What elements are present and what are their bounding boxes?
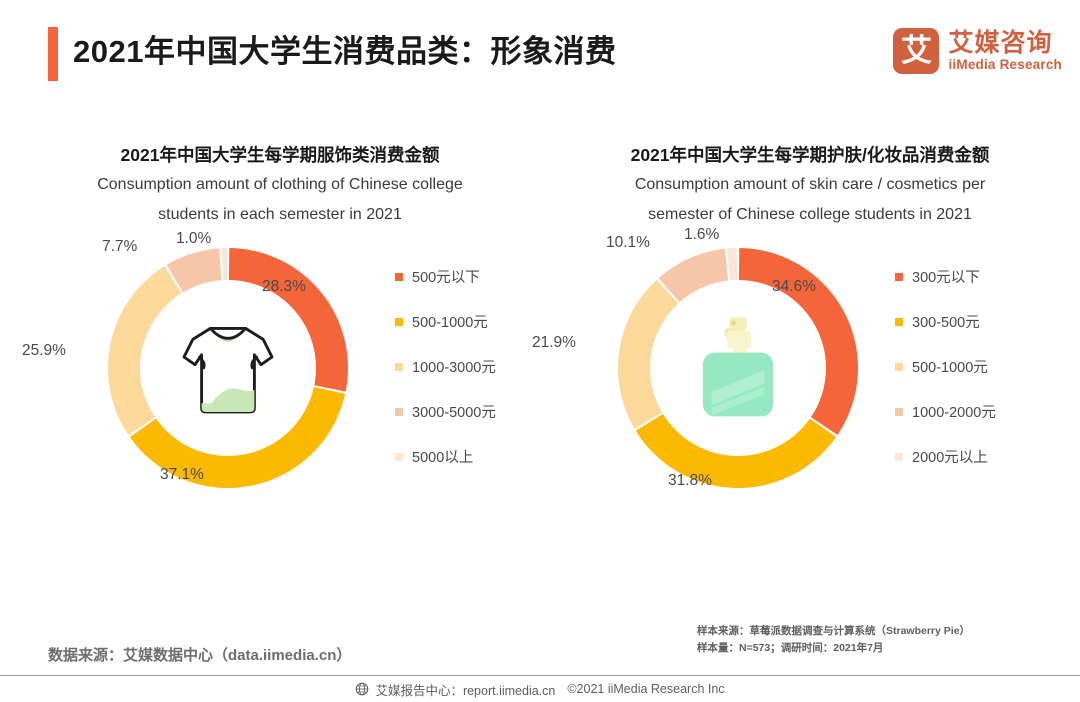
chart-legend-clothing: 500元以下 500-1000元 1000-3000元 3000-5000元 5… bbox=[395, 254, 496, 479]
legend-label: 500-1000元 bbox=[912, 360, 988, 376]
legend-swatch-icon bbox=[395, 317, 403, 326]
footer-report-center[interactable]: 艾媒报告中心：report.iimedia.cn bbox=[375, 683, 556, 698]
chart-panel-cosmetics: 2021年中国大学生每学期护肤/化妆品消费金额 Consumption amou… bbox=[532, 140, 1080, 570]
page-header: 2021年中国大学生消费品类：形象消费 艾 艾媒咨询 iiMedia Resea… bbox=[0, 0, 1080, 108]
perfume-bottle-icon bbox=[672, 302, 804, 434]
footer-divider bbox=[0, 675, 1080, 676]
legend-swatch-icon bbox=[395, 407, 403, 416]
legend-item[interactable]: 500元以下 bbox=[395, 254, 496, 299]
chart-title-en-line2: semester of Chinese college students in … bbox=[648, 206, 972, 223]
donut-slice[interactable] bbox=[228, 248, 348, 392]
donut-chart-cosmetics bbox=[612, 242, 864, 494]
slice-label-3: 10.1% bbox=[606, 234, 650, 251]
legend-item[interactable]: 1000-2000元 bbox=[895, 389, 996, 434]
chart-title-en-line2: students in each semester in 2021 bbox=[158, 206, 402, 223]
legend-item[interactable]: 500-1000元 bbox=[395, 299, 496, 344]
donut-slice[interactable] bbox=[618, 279, 679, 429]
footer-bar: 艾媒报告中心：report.iimedia.cn ©2021 iiMedia R… bbox=[0, 676, 1080, 702]
footer-data-source: 数据来源：艾媒数据中心（data.iimedia.cn） bbox=[48, 647, 352, 664]
page-title: 2021年中国大学生消费品类：形象消费 bbox=[73, 34, 617, 69]
slice-label-2: 25.9% bbox=[22, 342, 66, 359]
logo-text: 艾媒咨询 iiMedia Research bbox=[948, 28, 1062, 73]
chart-title-en-line1: Consumption amount of clothing of Chines… bbox=[97, 176, 463, 193]
legend-label: 3000-5000元 bbox=[412, 405, 496, 421]
slice-label-4: 1.6% bbox=[684, 226, 720, 243]
legend-item[interactable]: 3000-5000元 bbox=[395, 389, 496, 434]
donut-slice[interactable] bbox=[635, 414, 837, 488]
legend-label: 2000元以上 bbox=[912, 450, 988, 466]
brand-logo: 艾 艾媒咨询 iiMedia Research bbox=[893, 28, 1062, 74]
footer-copyright: ©2021 iiMedia Research Inc bbox=[567, 682, 725, 696]
donut-ring bbox=[612, 242, 864, 494]
tshirt-icon bbox=[162, 302, 294, 434]
legend-swatch-icon bbox=[895, 317, 903, 326]
legend-label: 1000-3000元 bbox=[412, 360, 496, 376]
chart-area-clothing: 28.3% 37.1% 25.9% 7.7% 1.0% 500元以下 500-1… bbox=[10, 230, 550, 534]
legend-label: 5000以上 bbox=[412, 450, 474, 466]
chart-title-cn: 2021年中国大学生每学期护肤/化妆品消费金额 bbox=[630, 145, 990, 165]
donut-slice[interactable] bbox=[129, 387, 346, 489]
donut-slice[interactable] bbox=[166, 248, 222, 293]
legend-label: 500-1000元 bbox=[412, 315, 488, 331]
chart-title-en-line1: Consumption amount of skin care / cosmet… bbox=[634, 176, 986, 193]
legend-item[interactable]: 1000-3000元 bbox=[395, 344, 496, 389]
donut-slice[interactable] bbox=[221, 248, 228, 281]
legend-label: 300元以下 bbox=[912, 270, 980, 286]
donut-slice[interactable] bbox=[658, 248, 729, 303]
legend-swatch-icon bbox=[395, 272, 403, 281]
legend-swatch-icon bbox=[395, 452, 403, 461]
legend-label: 300-500元 bbox=[912, 315, 980, 331]
footer-sample-source: 样本来源：草莓派数据调查与计算系统（Strawberry Pie） bbox=[697, 625, 971, 637]
donut-slice[interactable] bbox=[738, 248, 858, 436]
donut-slice[interactable] bbox=[727, 248, 738, 281]
legend-swatch-icon bbox=[895, 452, 903, 461]
slice-label-1: 31.8% bbox=[668, 472, 712, 489]
legend-swatch-icon bbox=[895, 407, 903, 416]
chart-panel-clothing: 2021年中国大学生每学期服饰类消费金额 Consumption amount … bbox=[10, 140, 550, 570]
chart-title-cn: 2021年中国大学生每学期服饰类消费金额 bbox=[120, 145, 440, 165]
slice-label-3: 7.7% bbox=[102, 238, 138, 255]
donut-chart-clothing bbox=[102, 242, 354, 494]
legend-swatch-icon bbox=[895, 362, 903, 371]
legend-item[interactable]: 2000元以上 bbox=[895, 434, 996, 479]
title-accent-bar bbox=[48, 27, 58, 81]
legend-label: 500元以下 bbox=[412, 270, 480, 286]
logo-mark-glyph: 艾 bbox=[900, 32, 932, 69]
donut-svg bbox=[618, 248, 858, 488]
donut-svg bbox=[107, 248, 348, 489]
slice-label-2: 21.9% bbox=[532, 334, 576, 351]
chart-area-cosmetics: 34.6% 31.8% 21.9% 10.1% 1.6% 300元以下 300-… bbox=[532, 226, 1080, 534]
legend-item[interactable]: 5000以上 bbox=[395, 434, 496, 479]
donut-ring bbox=[102, 242, 354, 494]
slice-label-1: 37.1% bbox=[160, 466, 204, 483]
slice-label-4: 1.0% bbox=[176, 230, 212, 247]
footer-sample-size: 样本量：N=573；调研时间：2021年7月 bbox=[697, 642, 884, 654]
logo-name-cn: 艾媒咨询 bbox=[948, 28, 1053, 57]
globe-icon bbox=[356, 682, 369, 696]
slice-label-0: 34.6% bbox=[772, 278, 816, 295]
legend-item[interactable]: 300-500元 bbox=[895, 299, 996, 344]
donut-slice[interactable] bbox=[107, 266, 182, 436]
legend-item[interactable]: 300元以下 bbox=[895, 254, 996, 299]
legend-label: 1000-2000元 bbox=[912, 405, 996, 421]
logo-mark-icon: 艾 bbox=[893, 28, 940, 74]
slice-label-0: 28.3% bbox=[262, 278, 306, 295]
logo-name-en: iiMedia Research bbox=[948, 56, 1062, 72]
footer-sample-block: 样本来源：草莓派数据调查与计算系统（Strawberry Pie） 样本量：N=… bbox=[697, 623, 970, 657]
legend-swatch-icon bbox=[395, 362, 403, 371]
legend-swatch-icon bbox=[895, 272, 903, 281]
legend-item[interactable]: 500-1000元 bbox=[895, 344, 996, 389]
chart-legend-cosmetics: 300元以下 300-500元 500-1000元 1000-2000元 200… bbox=[895, 254, 996, 479]
